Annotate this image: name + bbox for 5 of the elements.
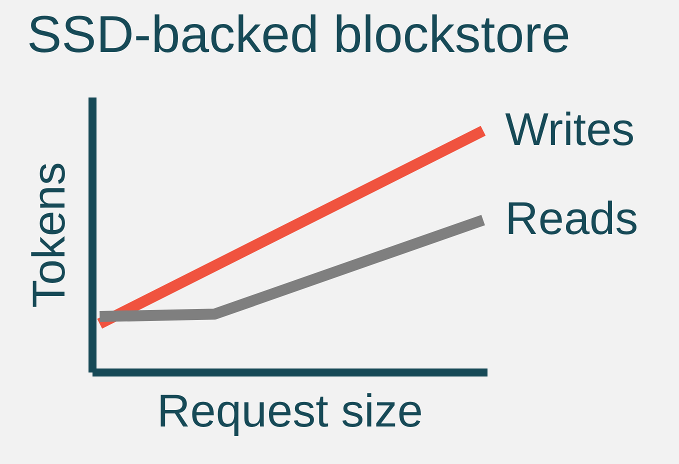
series-label: Reads bbox=[505, 192, 638, 244]
series-label: Writes bbox=[505, 102, 635, 155]
y-axis-title: Tokens bbox=[22, 162, 74, 308]
chart-title: SSD-backed blockstore bbox=[27, 6, 570, 64]
x-axis-title: Request size bbox=[157, 384, 423, 436]
